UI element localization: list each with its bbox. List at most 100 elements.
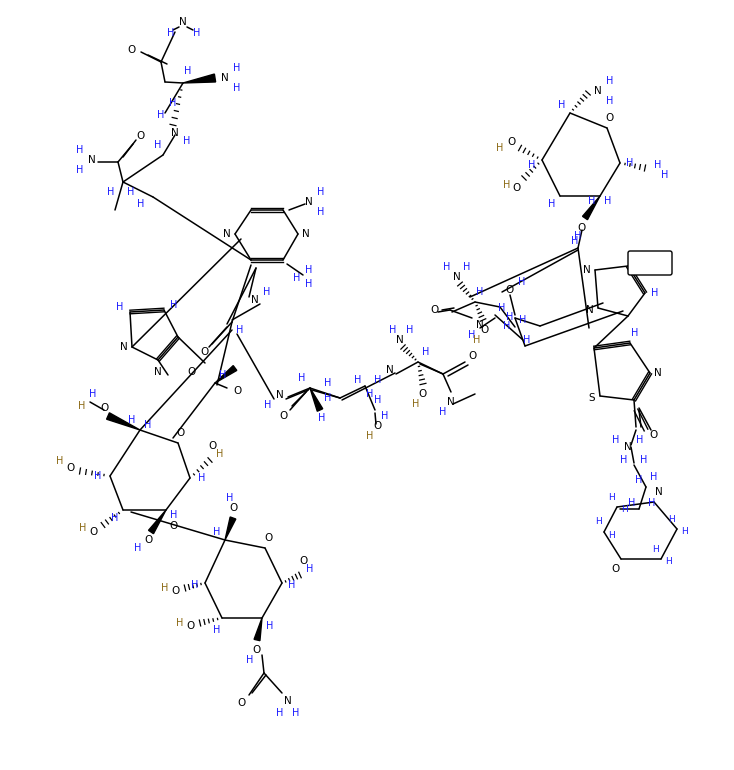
- Text: H: H: [648, 498, 655, 508]
- Text: O: O: [208, 441, 216, 451]
- Text: H: H: [636, 435, 644, 445]
- Text: O: O: [100, 403, 108, 413]
- Text: H: H: [374, 375, 382, 385]
- Text: H: H: [608, 531, 615, 540]
- Text: H: H: [226, 493, 233, 503]
- Text: H: H: [612, 435, 619, 445]
- Text: O: O: [89, 527, 97, 537]
- Text: H: H: [622, 505, 628, 514]
- Text: H: H: [76, 145, 84, 155]
- Text: O: O: [233, 386, 241, 396]
- Polygon shape: [254, 618, 262, 641]
- Text: O: O: [169, 521, 177, 531]
- Text: H: H: [288, 580, 296, 590]
- Text: H: H: [504, 321, 511, 331]
- Text: H: H: [604, 196, 611, 206]
- Text: N: N: [284, 696, 292, 706]
- Text: N: N: [586, 305, 594, 315]
- Text: O: O: [612, 564, 620, 574]
- Text: H: H: [654, 160, 661, 170]
- Text: O: O: [176, 428, 184, 438]
- Text: H: H: [167, 28, 175, 38]
- Text: H: H: [294, 273, 301, 283]
- Text: N: N: [179, 17, 187, 27]
- Polygon shape: [310, 388, 323, 411]
- Text: O: O: [280, 411, 288, 421]
- Text: H: H: [422, 347, 429, 357]
- Text: H: H: [628, 498, 636, 508]
- Text: N: N: [302, 229, 310, 239]
- Text: N: N: [583, 265, 591, 275]
- Text: N: N: [223, 229, 231, 239]
- Text: H: H: [631, 328, 639, 338]
- Text: H: H: [184, 66, 192, 76]
- Text: N: N: [171, 128, 179, 138]
- Text: O: O: [238, 698, 246, 708]
- Text: H: H: [504, 180, 511, 190]
- Text: H: H: [247, 655, 254, 665]
- Text: N: N: [654, 368, 662, 378]
- Text: N: N: [476, 320, 484, 330]
- Text: O: O: [419, 389, 427, 399]
- Text: H: H: [317, 187, 324, 197]
- Text: H: H: [548, 199, 556, 209]
- Text: O: O: [300, 556, 308, 566]
- Text: O: O: [136, 131, 144, 141]
- Text: H: H: [112, 513, 119, 523]
- Text: H: H: [264, 287, 271, 297]
- Text: H: H: [137, 199, 145, 209]
- Text: O: O: [578, 223, 586, 233]
- Text: O: O: [187, 367, 195, 377]
- Text: H: H: [669, 514, 675, 524]
- Text: H: H: [651, 288, 658, 298]
- Text: H: H: [298, 373, 305, 383]
- Text: O: O: [606, 113, 614, 123]
- Text: S: S: [589, 393, 595, 403]
- Text: H: H: [176, 618, 184, 628]
- Polygon shape: [215, 366, 237, 383]
- Text: H: H: [650, 472, 658, 482]
- Text: O: O: [481, 325, 489, 335]
- Text: H: H: [407, 325, 414, 335]
- Text: N: N: [88, 155, 96, 165]
- Text: H: H: [463, 262, 470, 272]
- Text: H: H: [355, 375, 362, 385]
- Text: H: H: [134, 543, 142, 553]
- Text: H: H: [666, 557, 672, 567]
- Text: O: O: [374, 421, 382, 431]
- Text: H: H: [306, 564, 313, 574]
- Text: H: H: [324, 393, 332, 403]
- Text: H: H: [154, 140, 161, 150]
- Text: H: H: [170, 300, 178, 310]
- Text: H: H: [145, 420, 152, 430]
- Text: H: H: [389, 325, 396, 335]
- Text: H: H: [653, 544, 659, 554]
- Text: H: H: [116, 302, 124, 312]
- Text: O: O: [66, 463, 74, 473]
- Text: H: H: [317, 207, 324, 217]
- Text: H: H: [606, 76, 614, 86]
- Text: N: N: [396, 335, 404, 345]
- Text: N: N: [624, 442, 632, 452]
- Text: H: H: [319, 413, 326, 423]
- Text: H: H: [374, 395, 382, 405]
- Text: H: H: [128, 415, 136, 425]
- Text: H: H: [518, 277, 526, 287]
- Polygon shape: [183, 74, 216, 83]
- Text: H: H: [79, 523, 87, 533]
- Text: H: H: [214, 527, 221, 537]
- Text: H: H: [266, 621, 274, 631]
- Text: H: H: [559, 100, 566, 110]
- Text: H: H: [528, 160, 536, 170]
- Text: H: H: [626, 158, 633, 168]
- Text: H: H: [305, 279, 313, 289]
- Text: H: H: [606, 96, 614, 106]
- Text: H: H: [76, 165, 84, 175]
- Text: N: N: [305, 197, 313, 207]
- Text: N: N: [120, 342, 128, 352]
- Text: H: H: [324, 378, 332, 388]
- Text: N: N: [154, 367, 162, 377]
- Text: O: O: [127, 45, 135, 55]
- Text: H: H: [233, 63, 241, 73]
- Text: N: N: [594, 86, 602, 96]
